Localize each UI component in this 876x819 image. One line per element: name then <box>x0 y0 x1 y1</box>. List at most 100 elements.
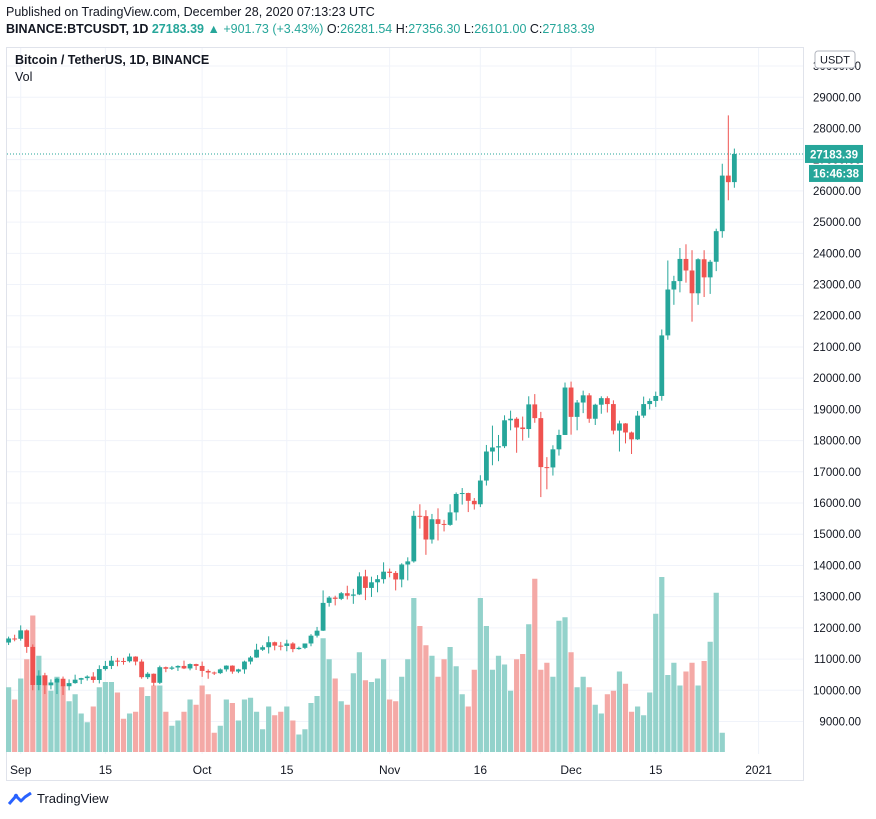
volume-bar <box>175 720 181 752</box>
candle-body <box>629 432 634 440</box>
volume-bar <box>580 676 586 752</box>
candle-body <box>248 657 253 662</box>
volume-bar <box>659 577 665 752</box>
volume-bar <box>556 620 562 752</box>
price-tick-label: 11000.00 <box>814 654 861 666</box>
price-tick-label: 20000.00 <box>813 373 861 385</box>
volume-bar <box>235 720 242 752</box>
candle-body <box>199 665 205 671</box>
low-value: 26101.00 <box>474 22 527 36</box>
price-tick-label: 13000.00 <box>813 592 861 604</box>
volume-bar <box>193 704 199 752</box>
volume-bar <box>598 713 604 752</box>
candle-body <box>109 660 114 666</box>
volume-bar <box>417 626 423 752</box>
candle-body <box>532 404 538 419</box>
volume-bar <box>592 704 598 752</box>
tradingview-footer[interactable]: TradingView <box>8 791 109 806</box>
close-label: C: <box>529 22 543 36</box>
volume-bar <box>12 699 18 752</box>
time-tick-label: Nov <box>379 763 400 777</box>
candle-body <box>731 153 737 183</box>
candle-body <box>568 387 574 417</box>
candle-body <box>375 579 380 583</box>
candle-body <box>205 670 211 673</box>
candle-body <box>338 593 344 599</box>
time-tick-label: 15 <box>649 763 663 777</box>
candle-body <box>151 673 157 683</box>
time-tick-label: 16 <box>474 763 488 777</box>
candle-body <box>550 449 556 468</box>
candle-body <box>405 561 411 565</box>
candle-body <box>296 647 302 650</box>
volume-bar <box>308 703 314 752</box>
volume-bar <box>368 682 375 752</box>
price-tick-label: 21000.00 <box>813 342 861 354</box>
candle-body <box>490 447 495 452</box>
volume-bar <box>42 675 48 752</box>
chart-frame <box>6 47 804 781</box>
volume-bar <box>114 692 121 752</box>
price-tick-label: 29000.00 <box>813 92 861 104</box>
volume-bar <box>447 647 453 752</box>
candle-body <box>363 576 368 588</box>
candle-body <box>302 643 308 648</box>
candle-body <box>665 289 671 336</box>
candle-body <box>30 646 36 685</box>
candle-body <box>465 493 471 501</box>
volume-bar <box>199 685 205 752</box>
volume-bar <box>6 687 12 752</box>
candle-body <box>278 645 284 647</box>
volume-bar <box>423 645 429 752</box>
candle-body <box>115 660 120 662</box>
price-tick-label: 25000.00 <box>813 217 861 229</box>
volume-bar <box>465 706 471 752</box>
volume-bar <box>356 652 362 752</box>
candle-body <box>647 400 653 405</box>
volume-bar <box>302 729 308 752</box>
last-price-badge <box>805 144 863 163</box>
candle-body <box>12 638 18 640</box>
candle-body <box>344 593 350 596</box>
time-tick-label: 15 <box>280 763 294 777</box>
candle-body <box>725 175 731 183</box>
volume-bar <box>399 676 405 752</box>
candle-body <box>356 576 362 595</box>
candle-body <box>260 647 266 650</box>
candle-body <box>514 418 520 428</box>
volume-bar <box>48 690 54 752</box>
candle-body <box>423 516 429 540</box>
volume-bar <box>223 699 229 752</box>
candle-body <box>139 661 145 678</box>
candle-body <box>689 270 695 294</box>
volume-bar <box>477 598 483 752</box>
price-tick-label: 28000.00 <box>813 123 861 135</box>
volume-bar <box>169 725 175 752</box>
candle-body <box>399 564 405 580</box>
price-tick-label: 16000.00 <box>813 498 861 510</box>
candle-body <box>308 635 314 644</box>
candle-body <box>502 420 507 447</box>
candle-body <box>193 664 199 666</box>
volume-bar <box>120 718 127 752</box>
high-label: H: <box>395 22 409 36</box>
volume-bar <box>501 664 508 752</box>
volume-bar <box>671 662 677 752</box>
volume-bar <box>653 613 659 752</box>
volume-bar <box>344 704 350 752</box>
volume-bar <box>133 711 139 752</box>
volume-bar <box>229 703 235 752</box>
volume-bar <box>489 669 496 752</box>
currency-badge <box>814 50 856 69</box>
candle-body <box>592 404 598 419</box>
last-price: 27183.39 <box>151 22 204 36</box>
candle-body <box>217 669 223 674</box>
candle-body <box>429 519 435 540</box>
volume-bar <box>713 592 719 752</box>
volume-bar <box>647 692 653 752</box>
volume-bar <box>532 578 538 752</box>
candle-body <box>48 682 54 686</box>
candle-body <box>496 446 501 448</box>
volume-bar <box>151 685 157 752</box>
